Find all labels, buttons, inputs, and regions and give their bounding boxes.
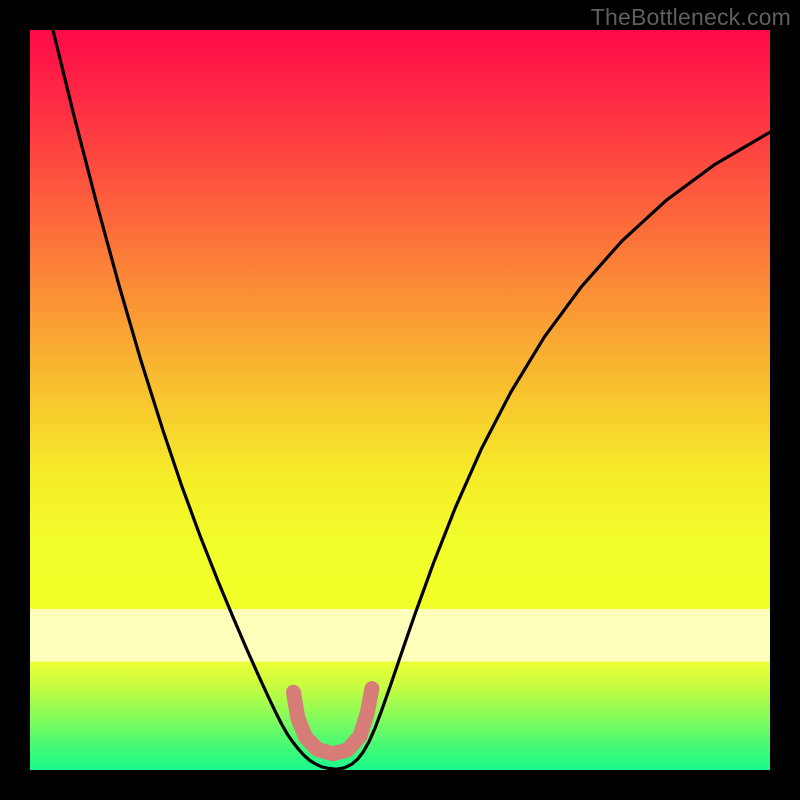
watermark-label: TheBottleneck.com [591, 4, 791, 31]
chart-frame: TheBottleneck.com [0, 0, 800, 800]
bottleneck-plot [30, 30, 770, 770]
